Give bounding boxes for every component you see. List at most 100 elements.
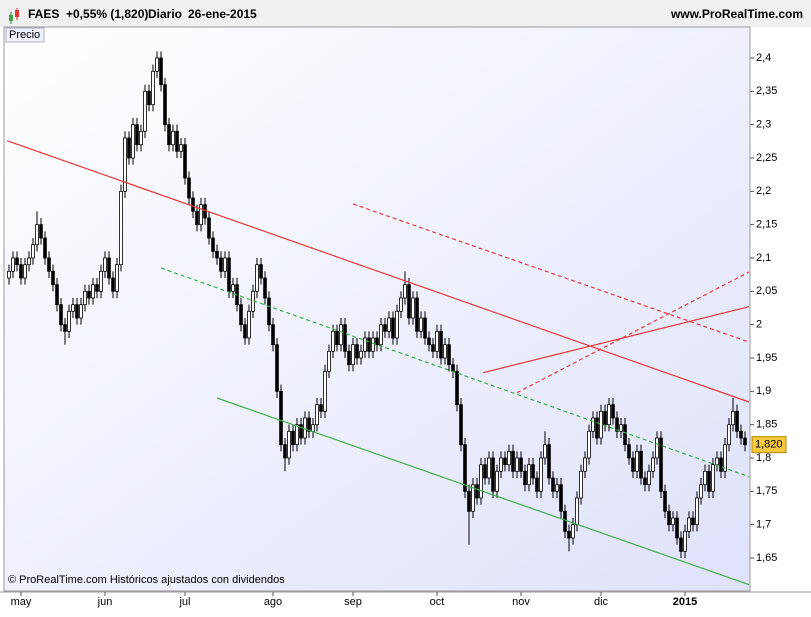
candle-body xyxy=(67,310,71,332)
candle-body xyxy=(643,477,647,486)
candle-body xyxy=(591,417,595,432)
candle-body xyxy=(423,317,427,339)
candle-body xyxy=(635,450,639,472)
candle-body xyxy=(599,410,603,439)
candle-body xyxy=(491,457,495,492)
candle-body xyxy=(199,204,203,226)
candle-body xyxy=(247,310,251,339)
candle-body xyxy=(187,177,191,199)
candle-body xyxy=(703,470,707,486)
candle-body xyxy=(295,424,299,446)
candle-body xyxy=(107,257,111,279)
candle-body xyxy=(551,477,555,492)
candle-body xyxy=(31,244,35,259)
candle-body xyxy=(447,344,451,366)
candle-body xyxy=(155,57,159,72)
candle-body xyxy=(43,237,47,259)
candle-body xyxy=(99,270,103,292)
x-tick-label: ago xyxy=(264,596,282,608)
candle-body xyxy=(655,437,659,459)
candle-body xyxy=(239,304,243,326)
candle-body xyxy=(63,324,67,332)
candle-body xyxy=(675,517,679,539)
candle-body xyxy=(339,324,343,346)
y-tick-label: 2 xyxy=(756,319,762,331)
candle-body xyxy=(483,464,487,479)
candle-body xyxy=(83,290,87,306)
candle-body xyxy=(375,337,379,346)
candle-body xyxy=(639,450,643,479)
candle-body xyxy=(327,350,331,372)
candle-body xyxy=(243,324,247,339)
candle-body xyxy=(195,210,199,226)
candle-body xyxy=(539,457,543,492)
candle-body xyxy=(51,270,55,286)
trend-line xyxy=(6,140,750,403)
candle-body xyxy=(171,130,175,146)
y-tick-label: 1,65 xyxy=(756,552,777,564)
candle-body xyxy=(179,144,183,152)
candle-body xyxy=(707,470,711,492)
candle-body xyxy=(691,517,695,526)
candle-body xyxy=(743,437,747,446)
candle-body xyxy=(467,490,471,512)
candle-body xyxy=(283,444,287,459)
candle-body xyxy=(343,324,347,352)
candle-body xyxy=(231,284,235,292)
candle-body xyxy=(427,337,431,346)
candle-body xyxy=(267,297,271,326)
candle-body xyxy=(567,530,571,539)
candle-body xyxy=(719,457,723,472)
date: 26-ene-2015 xyxy=(188,7,257,21)
candle-body xyxy=(511,450,515,472)
candle-body xyxy=(623,424,627,446)
candle-body xyxy=(391,317,395,339)
candle-body xyxy=(315,404,319,426)
candle-body xyxy=(211,237,215,252)
candle-body xyxy=(463,444,467,492)
candle-body xyxy=(523,470,527,486)
candle-body xyxy=(35,224,39,246)
y-tick-label: 1,9 xyxy=(756,385,771,397)
symbol: FAES xyxy=(28,7,59,21)
candle-body xyxy=(583,457,587,472)
candle-body xyxy=(431,344,435,352)
y-tick-label: 2,15 xyxy=(756,219,777,231)
x-tick-label: jun xyxy=(97,596,113,608)
candle-body xyxy=(711,464,715,492)
candle-body xyxy=(527,464,531,486)
y-tick-label: 1,7 xyxy=(756,519,771,531)
candle-body xyxy=(319,404,323,412)
candle-body xyxy=(135,124,139,146)
candle-body xyxy=(547,444,551,479)
candle-body xyxy=(75,304,79,319)
candle-body xyxy=(435,330,439,352)
candle-body xyxy=(603,410,607,426)
candle-body xyxy=(7,270,11,279)
candle-body xyxy=(163,84,167,126)
candle-body xyxy=(715,457,719,466)
candle-body xyxy=(555,484,559,492)
candle-body xyxy=(443,344,447,359)
candle-body xyxy=(459,404,463,446)
trend-line xyxy=(160,267,750,478)
candle-body xyxy=(575,497,579,526)
candle-body xyxy=(543,444,547,459)
candle-body xyxy=(731,410,735,426)
candle-body xyxy=(287,430,291,459)
candle-body xyxy=(667,510,671,526)
candle-body xyxy=(175,130,179,152)
y-tick-label: 2,2 xyxy=(756,185,771,197)
y-tick-label: 2,3 xyxy=(756,119,771,131)
candle-body xyxy=(227,257,231,292)
candle-body xyxy=(55,284,59,306)
candle-body xyxy=(359,350,363,359)
candle-body xyxy=(579,470,583,499)
candle-body xyxy=(595,417,599,439)
candle-body xyxy=(611,404,615,419)
candle-body xyxy=(663,490,667,512)
candle-body xyxy=(87,290,91,299)
candle-body xyxy=(499,457,503,472)
candle-body xyxy=(115,264,119,292)
